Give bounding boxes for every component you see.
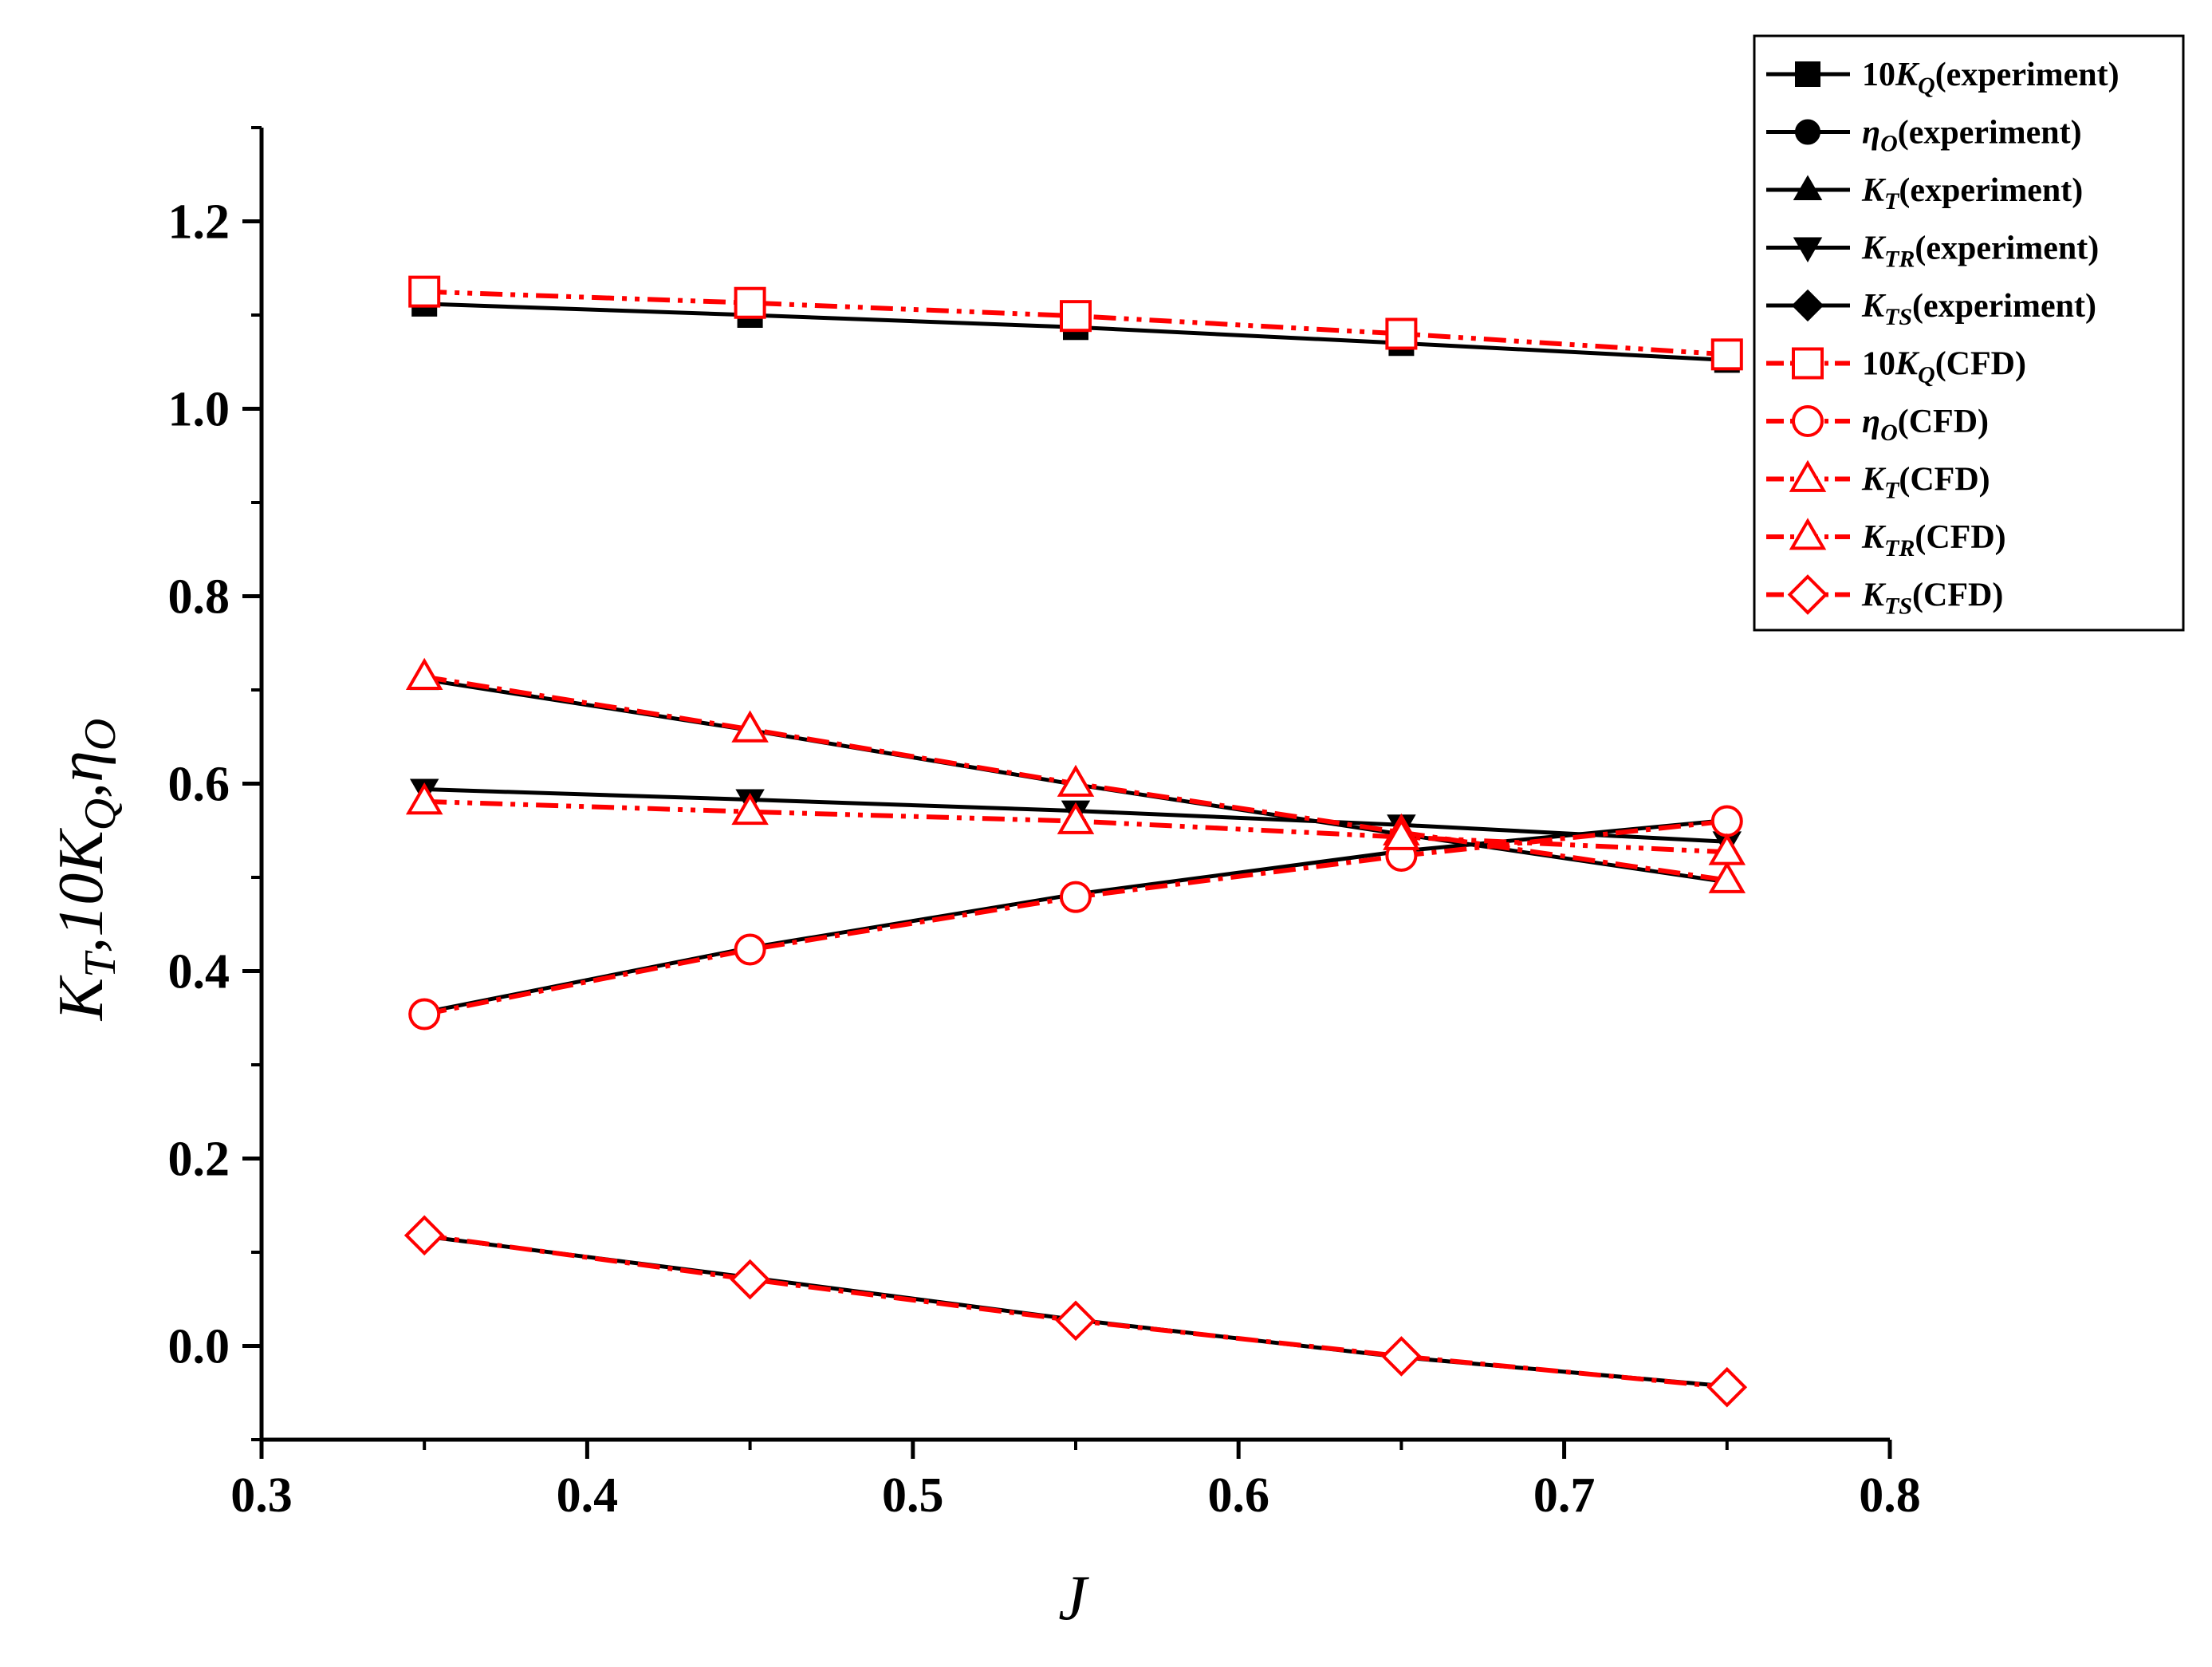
data-point-eta_cfd <box>1710 805 1743 837</box>
legend-item-ktr_cfd: KTR(CFD) <box>1766 518 2006 562</box>
legend-box <box>1753 34 2185 632</box>
legend-marker <box>1789 518 1827 550</box>
data-point-eta_cfd <box>408 998 441 1031</box>
legend-marker <box>1795 119 1820 145</box>
data-point-kq_cfd <box>1060 300 1092 333</box>
data-point-ktr_cfd <box>1057 802 1095 834</box>
legend: 10KQ(experiment) ηO(experiment) KT(experim… <box>1753 34 2185 632</box>
legend-marker <box>1789 459 1827 492</box>
y-tick-label: 0.0 <box>168 1320 230 1374</box>
axes: 0.3 0.4 0.5 0.6 0.7 0.8 0.0 0.2 0.4 0.6 0.8 1.0 1.2 <box>168 126 1921 1523</box>
y-axis-title-part: ,η <box>46 751 116 798</box>
legend-label: KTS(experiment) <box>1861 288 2096 330</box>
series-markers-kq_cfd <box>408 275 1743 371</box>
data-point-ktr_cfd <box>1383 818 1420 850</box>
y-tick-label: 1.0 <box>168 383 230 437</box>
legend-marker <box>1792 347 1824 380</box>
legend-item-eta_exp: ηO(experiment) <box>1766 115 2082 157</box>
y-tick-label: 0.8 <box>168 570 230 625</box>
y-axis-title-part: K <box>46 975 116 1021</box>
legend-label: ηO(experiment) <box>1862 115 2082 157</box>
legend-marker <box>1792 405 1824 437</box>
data-point-kts_cfd <box>403 1215 445 1256</box>
data-point-kts_cfd <box>1381 1336 1422 1377</box>
x-tick-label: 0.6 <box>1207 1468 1269 1523</box>
data-point-kt_cfd <box>405 657 443 690</box>
legend-label: ηO(CFD) <box>1862 404 1989 446</box>
x-tick-label: 0.8 <box>1859 1468 1921 1523</box>
series-line-eta_exp <box>423 818 1728 1015</box>
series-eta_exp <box>423 818 1728 1015</box>
data-point-kt_cfd <box>731 710 769 743</box>
y-axis-title-sub: O <box>76 719 125 751</box>
data-point-ktr_cfd <box>405 782 443 815</box>
legend-item-kq_exp: 10KQ(experiment) <box>1766 57 2120 99</box>
legend-label: KTS(CFD) <box>1861 577 2003 620</box>
series-layer <box>403 275 1748 1408</box>
data-point-kts_cfd <box>1706 1366 1748 1408</box>
legend-item-kt_exp: KT(experiment) <box>1766 172 2083 215</box>
legend-item-eta_cfd: ηO(CFD) <box>1766 404 1989 446</box>
legend-label: KT(CFD) <box>1861 462 1990 504</box>
y-axis-title: KT​,10KQ​,ηO​ <box>46 719 125 1021</box>
legend-label: 10KQ(CFD) <box>1862 346 2026 388</box>
y-tick-label: 0.4 <box>168 945 230 999</box>
x-tick-label: 0.4 <box>557 1468 619 1523</box>
legend-marker <box>1787 574 1828 615</box>
series-markers-ktr_cfd <box>405 782 1746 865</box>
data-point-kq_cfd <box>1710 338 1743 371</box>
legend-item-kt_cfd: KT(CFD) <box>1766 459 1990 504</box>
x-tick-label: 0.5 <box>882 1468 944 1523</box>
data-point-kt_cfd <box>1708 861 1746 893</box>
legend-marker <box>1795 61 1820 87</box>
legend-label: KTR(CFD) <box>1861 519 2006 562</box>
y-tick-label: 0.2 <box>168 1133 230 1187</box>
data-point-kts_cfd <box>730 1259 770 1300</box>
x-tick-label: 0.7 <box>1533 1468 1596 1523</box>
data-point-eta_cfd <box>1060 881 1092 913</box>
y-axis-title-sub: Q <box>76 798 125 830</box>
legend-item-kts_cfd: KTS(CFD) <box>1766 574 2003 620</box>
legend-marker <box>1791 289 1824 322</box>
data-point-kts_cfd <box>1055 1300 1096 1342</box>
legend-item-ktr_exp: KTR(experiment) <box>1766 231 2099 273</box>
data-point-ktr_cfd <box>1708 833 1746 865</box>
legend-label: KT(experiment) <box>1861 172 2083 215</box>
legend-item-kq_cfd: 10KQ(CFD) <box>1766 346 2026 388</box>
y-axis-title-part: ,10K <box>46 828 116 953</box>
data-point-eta_cfd <box>734 933 766 966</box>
legend-label: 10KQ(experiment) <box>1862 57 2120 99</box>
y-axis-title-sub: T <box>76 950 125 978</box>
y-tick-label: 0.6 <box>168 758 230 812</box>
data-point-kt_cfd <box>1057 764 1095 797</box>
data-point-kq_cfd <box>408 275 441 308</box>
series-markers-kt_cfd <box>405 657 1746 893</box>
legend-marker <box>1793 175 1823 200</box>
x-tick-label: 0.3 <box>230 1468 293 1523</box>
legend-marker <box>1793 237 1823 262</box>
legend-label: KTR(experiment) <box>1861 231 2099 273</box>
series-markers-kts_cfd <box>403 1215 1748 1408</box>
data-point-kq_cfd <box>734 286 766 319</box>
y-tick-label: 1.2 <box>168 195 230 250</box>
data-point-kq_cfd <box>1385 317 1418 350</box>
x-axis-title: J <box>1058 1563 1089 1634</box>
data-point-ktr_cfd <box>731 792 769 826</box>
legend-item-kts_exp: KTS(experiment) <box>1766 288 2096 330</box>
